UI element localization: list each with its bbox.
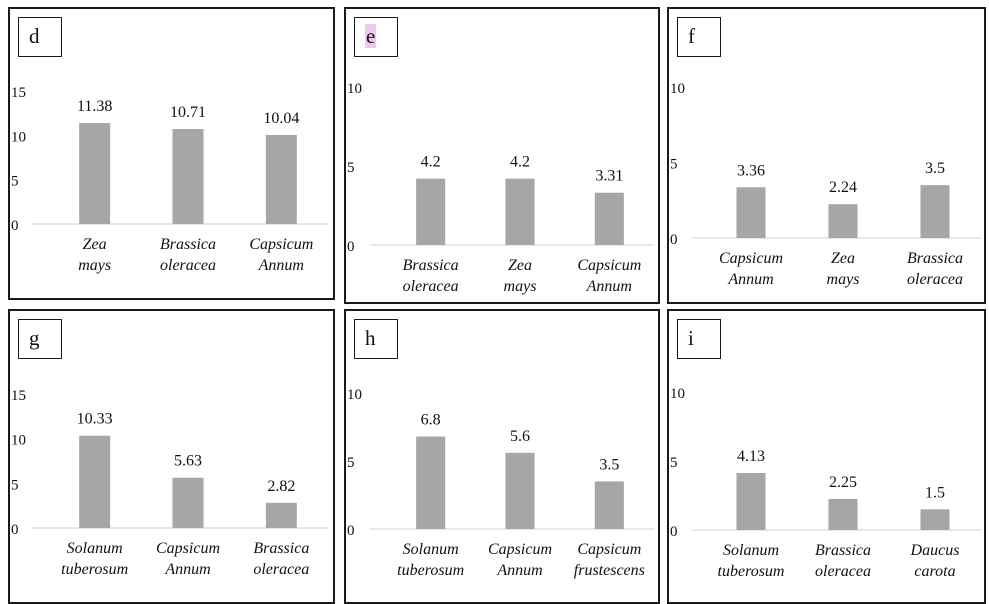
panel-letter: h <box>365 326 376 350</box>
panel-letter: d <box>29 24 40 48</box>
x-category-label: Capsicum frustescens <box>573 541 645 579</box>
panel-letter: f <box>688 24 695 48</box>
x-category-label: Solanum tuberosum <box>397 541 465 579</box>
chart-plot: 0 5 10 15 10.33 5.63 2.82 <box>11 388 328 538</box>
chart-plot: 0 5 10 4.2 4.2 3.31 <box>347 81 654 255</box>
chart-panel-i: 0 5 10 4.13 2.25 1.5 i Solanum tuberosum Brass… <box>667 309 986 604</box>
data-label: 2.24 <box>829 179 857 196</box>
y-tick-label: 15 <box>11 388 26 404</box>
data-label: 3.36 <box>737 162 765 179</box>
x-category-label: Brassica oleracea <box>907 250 963 288</box>
y-tick-label: 10 <box>347 81 362 97</box>
data-label: 10.04 <box>263 110 299 127</box>
data-label: 11.38 <box>77 98 112 115</box>
data-label: 10.33 <box>77 411 113 428</box>
bar <box>920 509 950 530</box>
chart-panel-f: 0 5 10 3.36 2.24 3.5 f Capsicum Annum Zea mays… <box>667 7 986 304</box>
bar <box>736 187 766 238</box>
x-category-label: Zea mays <box>826 250 860 288</box>
y-tick-label: 0 <box>11 522 19 538</box>
y-tick-label: 15 <box>11 85 26 101</box>
x-category-label: Capsicum Annum <box>719 250 783 288</box>
panel-letter-box: d <box>18 17 62 57</box>
data-label: 5.6 <box>510 428 530 445</box>
x-category-label: Zea mays <box>78 236 112 274</box>
data-label: 1.5 <box>925 484 945 501</box>
bar <box>828 498 858 530</box>
y-tick-label: 5 <box>670 157 678 173</box>
x-category-label: Capsicum Annum <box>249 236 314 274</box>
y-tick-label: 5 <box>11 477 19 493</box>
panel-letter: i <box>688 326 694 350</box>
panel-letter: e <box>365 24 377 48</box>
data-label: 3.5 <box>599 456 619 473</box>
y-tick-label: 10 <box>347 387 362 403</box>
data-label: 4.2 <box>421 154 441 171</box>
data-label: 5.63 <box>174 453 202 470</box>
panel-letter-box: e <box>354 17 398 57</box>
bar <box>265 502 297 528</box>
data-label: 3.5 <box>925 160 945 177</box>
panel-letter-box: h <box>354 319 398 359</box>
bar <box>79 123 111 224</box>
y-tick-label: 0 <box>347 523 355 539</box>
x-category-label: Capsicum Annum <box>156 540 220 578</box>
y-tick-label: 10 <box>670 386 685 402</box>
data-label: 4.2 <box>510 154 530 171</box>
data-label: 4.13 <box>737 448 765 465</box>
chart-plot: 0 5 10 4.13 2.25 1.5 <box>670 386 981 540</box>
data-label: 3.31 <box>595 168 623 185</box>
chart-panel-g: 0 5 10 15 10.33 5.63 2.82 g Solanum tuberosum C… <box>8 309 335 604</box>
chart-plot: 0 5 10 15 11.38 10.71 10.04 <box>11 85 328 234</box>
bar <box>265 134 297 224</box>
panel-letter-box: g <box>18 319 62 359</box>
chart-panel-d: 0 5 10 15 11.38 10.71 10.04 d Zea mays Brassica… <box>8 7 335 300</box>
x-category-label: Capsicum Annum <box>488 541 552 579</box>
chart-panel-h: 0 5 10 6.8 5.6 3.5 h Solanum tuberosum Capsicu… <box>344 309 660 604</box>
y-tick-label: 5 <box>347 455 355 471</box>
bar <box>505 178 535 245</box>
bar <box>920 185 950 238</box>
x-category-label: Daucus carota <box>910 542 960 580</box>
bar <box>594 192 624 245</box>
data-label: 6.8 <box>421 412 441 429</box>
chart-plot: 0 5 10 3.36 2.24 3.5 <box>670 81 981 248</box>
bar <box>416 436 446 529</box>
x-category-label: Capsicum Annum <box>577 257 642 295</box>
y-tick-label: 10 <box>11 129 26 145</box>
y-tick-label: 5 <box>347 160 355 176</box>
y-tick-label: 5 <box>670 455 678 471</box>
x-category-label: Brassica oleracea <box>815 542 871 580</box>
chart-panel-e: 0 5 10 4.2 4.2 3.31 e Brassica oleracea Zea ma… <box>344 7 660 304</box>
y-tick-label: 0 <box>11 218 19 234</box>
x-category-label: Brassica oleracea <box>402 257 459 295</box>
data-label: 10.71 <box>170 104 206 121</box>
x-category-label: Brassica oleracea <box>253 540 310 578</box>
x-category-label: Zea mays <box>503 257 537 295</box>
bar <box>172 129 204 224</box>
bar <box>828 204 858 238</box>
chart-plot: 0 5 10 6.8 5.6 3.5 <box>347 387 654 539</box>
panel-letter-box: i <box>677 319 721 359</box>
y-tick-label: 0 <box>670 524 678 540</box>
panel-letter-box: f <box>677 17 721 57</box>
data-label: 2.82 <box>267 478 295 495</box>
x-category-label: Solanum tuberosum <box>717 542 785 580</box>
x-category-label: Solanum tuberosum <box>61 540 129 578</box>
y-tick-label: 5 <box>11 174 19 190</box>
bar <box>505 452 535 529</box>
bar <box>736 473 766 530</box>
bar <box>416 178 446 245</box>
y-tick-label: 0 <box>347 239 355 255</box>
bar <box>172 477 204 528</box>
y-tick-label: 10 <box>11 433 26 449</box>
y-tick-label: 10 <box>670 81 685 97</box>
data-label: 2.25 <box>829 474 857 491</box>
x-category-label: Brassica oleracea <box>160 236 216 274</box>
y-tick-label: 0 <box>670 232 678 248</box>
bar <box>79 435 111 528</box>
panel-letter: g <box>29 326 40 350</box>
bar <box>594 481 624 529</box>
